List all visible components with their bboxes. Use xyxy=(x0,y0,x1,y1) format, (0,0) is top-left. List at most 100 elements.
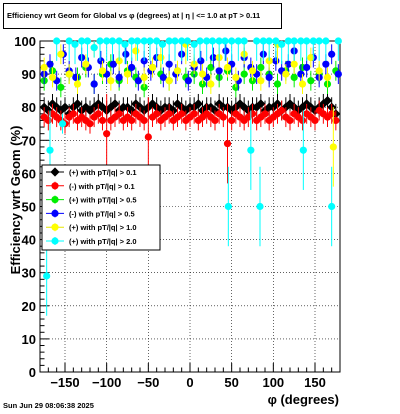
data-point xyxy=(103,130,111,138)
data-point xyxy=(207,63,215,72)
data-point xyxy=(108,37,117,45)
data-point xyxy=(173,67,182,75)
y-axis-ticks: 0 10 20 30 40 50 60 70 80 90 100 xyxy=(14,34,49,380)
data-point xyxy=(208,37,217,45)
data-point xyxy=(265,73,273,82)
data-point xyxy=(196,37,204,45)
y-tick-label: 40 xyxy=(22,233,36,248)
data-point xyxy=(248,110,257,118)
data-point xyxy=(198,70,207,78)
data-point xyxy=(323,73,332,82)
data-point xyxy=(153,37,161,45)
data-point xyxy=(190,110,198,118)
data-point xyxy=(211,116,219,125)
data-point xyxy=(146,37,154,45)
data-point xyxy=(240,70,248,78)
legend-box xyxy=(41,164,161,251)
data-point xyxy=(115,110,123,118)
legend-marker xyxy=(51,237,59,245)
data-point xyxy=(257,77,265,85)
x-tick-label: −50 xyxy=(137,375,159,390)
y-tick-label: 70 xyxy=(22,133,36,148)
data-point xyxy=(248,67,257,75)
data-point xyxy=(115,37,123,45)
data-point xyxy=(165,77,173,85)
data-point xyxy=(98,67,107,75)
legend-entry-label: (+) with pT/|q| > 1.0 xyxy=(69,223,137,232)
data-point xyxy=(290,60,298,68)
x-tick-label: 150 xyxy=(304,375,326,390)
legend-marker xyxy=(51,182,59,190)
data-point xyxy=(315,37,323,45)
data-point xyxy=(265,37,273,45)
data-point xyxy=(72,73,80,82)
data-point xyxy=(222,47,230,55)
y-tick-label: 100 xyxy=(14,34,36,49)
data-point xyxy=(328,50,336,58)
data-point xyxy=(284,37,292,45)
data-point xyxy=(86,120,94,128)
data-point xyxy=(98,116,107,125)
data-point xyxy=(219,113,227,121)
y-tick-label: 60 xyxy=(22,166,36,181)
data-point xyxy=(60,102,70,112)
data-point xyxy=(90,80,98,88)
data-point xyxy=(207,80,215,88)
data-point xyxy=(158,40,167,48)
data-point xyxy=(253,37,261,45)
data-point xyxy=(40,63,48,72)
data-point xyxy=(224,202,232,211)
data-point xyxy=(57,50,65,58)
data-point xyxy=(46,60,54,68)
data-point xyxy=(140,73,148,82)
data-point xyxy=(203,37,211,45)
y-axis-title: Efficiency wrt Geom (%) xyxy=(8,126,23,275)
x-tick-label: 0 xyxy=(186,375,193,390)
series-layer xyxy=(39,37,342,316)
legend-entry-label: (+) with pT/|q| > 0.5 xyxy=(69,196,137,205)
data-point xyxy=(128,37,136,45)
data-point xyxy=(144,133,152,141)
data-point xyxy=(107,77,115,85)
data-point xyxy=(223,63,232,72)
data-point xyxy=(71,40,79,48)
y-tick-label: 0 xyxy=(29,365,36,380)
data-point xyxy=(78,37,86,45)
data-point xyxy=(297,37,305,45)
y-tick-label: 10 xyxy=(22,332,36,347)
data-point xyxy=(46,146,54,154)
data-point xyxy=(69,110,77,118)
data-point xyxy=(215,37,223,45)
data-point xyxy=(65,37,73,45)
data-point xyxy=(172,99,183,109)
data-point xyxy=(140,116,148,125)
legend-marker xyxy=(50,167,60,177)
data-point xyxy=(184,77,192,85)
data-point xyxy=(178,110,186,118)
data-point xyxy=(65,70,73,78)
data-point xyxy=(322,37,330,45)
data-point xyxy=(159,73,167,82)
y-tick-label: 80 xyxy=(22,100,36,115)
data-point xyxy=(322,95,333,106)
data-point xyxy=(123,70,132,78)
data-point xyxy=(73,80,82,88)
legend-entry-label: (-) with pT/|q| > 0.5 xyxy=(69,209,135,218)
data-point xyxy=(297,70,305,78)
legend-marker xyxy=(51,196,59,204)
data-point xyxy=(303,63,311,72)
data-point xyxy=(183,37,192,45)
x-tick-label: −150 xyxy=(50,375,79,390)
data-point xyxy=(290,37,298,45)
data-point xyxy=(303,37,311,45)
data-point xyxy=(228,37,236,45)
chart-title: Efficiency wrt Geom for Global vs φ (deg… xyxy=(3,3,282,29)
x-tick-label: −100 xyxy=(92,375,121,390)
data-point xyxy=(121,40,129,48)
data-point xyxy=(278,106,286,115)
data-point xyxy=(44,116,52,125)
data-point xyxy=(140,37,148,45)
data-point xyxy=(94,110,102,118)
